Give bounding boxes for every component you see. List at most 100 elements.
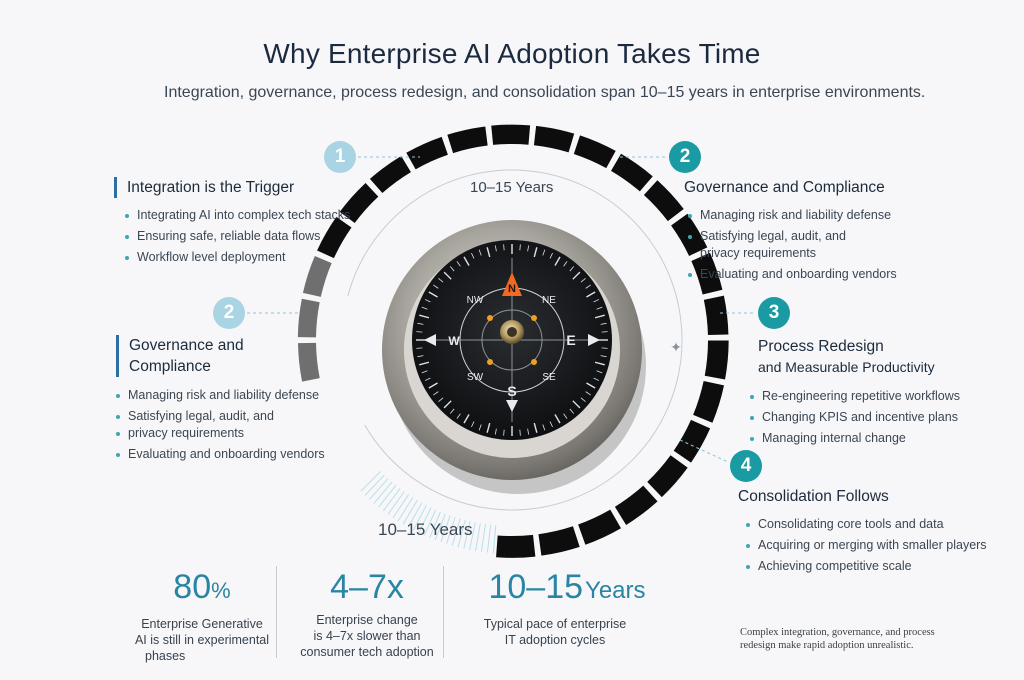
stat-unit: Years [585, 577, 646, 604]
arc-segment [703, 295, 729, 335]
arc-segment [339, 183, 379, 224]
compass-tick [428, 382, 438, 389]
compass-tick [416, 331, 423, 333]
compass-tick [419, 361, 430, 366]
compass-tick [572, 400, 581, 409]
arc-hash [360, 471, 381, 492]
arc-segment [671, 213, 708, 256]
compass-label-ne: NE [542, 295, 556, 306]
compass-tick [593, 377, 600, 381]
compass-tick [585, 284, 591, 289]
compass-tick [471, 421, 475, 428]
arc-segment [611, 153, 653, 192]
compass-tick [519, 244, 521, 251]
arc-hash [378, 485, 397, 508]
arc-hash [382, 488, 401, 512]
arc-hash [492, 525, 497, 554]
stat-desc-line: Enterprise Generative [141, 617, 263, 631]
arc-inner-years-label: 10–15 Years [470, 179, 554, 196]
compass-tick [503, 429, 505, 436]
compass-tick [569, 408, 575, 414]
stat-desc-line: Enterprise change [316, 613, 418, 627]
compass-tick [585, 391, 591, 396]
step-badge-4: 4 [730, 450, 762, 482]
arc-hash [387, 491, 405, 515]
compass-tick [527, 428, 530, 435]
compass-tick [533, 247, 538, 258]
compass-ticks [416, 244, 608, 436]
compass-tick [554, 414, 561, 424]
compass-label-s: S [507, 383, 516, 399]
list-item: Ensuring safe, reliable data flows [125, 228, 374, 245]
arc-hash [368, 478, 389, 500]
arc-segment [691, 252, 723, 295]
arc-hash [397, 497, 414, 522]
compass-tick [519, 429, 521, 436]
compass-tick [533, 422, 538, 433]
arc-hash [423, 509, 437, 536]
star-marker-icon: ✦ [670, 340, 682, 356]
compass-tick [449, 266, 455, 272]
compass-tick [478, 249, 482, 256]
compass-tick [554, 256, 561, 266]
compass-tick [596, 370, 603, 374]
arc-segment [643, 180, 684, 222]
step-badge-2-left: 2 [213, 297, 245, 329]
arc-segment [533, 125, 575, 153]
arc-hash [413, 504, 427, 531]
stat-change-speed: 4–7x Enterprise change is 4–7x slower th… [292, 568, 442, 660]
compass-tick [438, 397, 444, 403]
compass-tick [419, 314, 430, 319]
compass-label-e: E [566, 332, 575, 348]
list-item: Managing risk and liability defense [688, 207, 924, 224]
compass-label-sw: SW [467, 372, 484, 383]
arc-segment [673, 419, 711, 463]
stat-desc-line: phases [145, 649, 186, 663]
list-item-continuation: privacy requirements [116, 425, 346, 442]
arc-segment [491, 124, 531, 145]
arc-hash [434, 513, 446, 540]
list-item: Evaluating and onboarding vendors [688, 266, 924, 283]
compass-tick [428, 291, 438, 298]
compass-tick [601, 347, 608, 349]
list-item: Managing internal change [750, 430, 998, 447]
compass-tick [433, 284, 439, 289]
list-item: Workflow level deployment [125, 249, 374, 266]
list-item: Acquiring or merging with smaller player… [746, 537, 998, 554]
compass-tick [594, 314, 605, 319]
arc-segment [369, 155, 411, 193]
stat-desc-line: consumer tech adoption [300, 645, 434, 659]
stat-divider [443, 566, 444, 658]
panel-integration-heading: Integration is the Trigger [114, 177, 374, 198]
compass-tick [569, 266, 575, 272]
connector-line [679, 439, 729, 463]
list-item: Evaluating and onboarding vendors [116, 446, 346, 463]
panel-heading-line: Compliance [129, 358, 211, 375]
compass-tick [549, 421, 553, 428]
compass-label-nw: NW [467, 295, 484, 306]
compass-tick [580, 397, 586, 403]
stat-adoption-cycle: 10–15Years Typical pace of enterprise IT… [462, 568, 672, 648]
compass-tick [438, 277, 444, 283]
arc-segment [317, 216, 352, 259]
connector-lines [247, 156, 756, 463]
stat-desc-line: AI is still in experimental [134, 633, 270, 647]
arc-segment [298, 342, 320, 382]
arc-segment [573, 135, 616, 169]
panel-process-heading: Process Redesign and Measurable Producti… [758, 336, 998, 378]
arc-hash [418, 507, 432, 533]
compass-tick [494, 428, 497, 435]
arc-hash [486, 524, 492, 553]
arc-hash [392, 494, 409, 519]
list-item: Achieving competitive scale [746, 558, 998, 575]
compass-tick [471, 252, 475, 259]
arc-segment [297, 298, 320, 338]
list-item: Changing KPIS and incentive plans [750, 409, 998, 426]
compass-label-w: W [448, 334, 460, 348]
arc-segment [302, 255, 332, 297]
stat-desc-line: is 4–7x slower than [313, 629, 421, 643]
progress-arc [297, 124, 729, 558]
arc-segment [578, 509, 621, 545]
compass-tick [443, 271, 452, 280]
compass-tick [456, 261, 461, 267]
